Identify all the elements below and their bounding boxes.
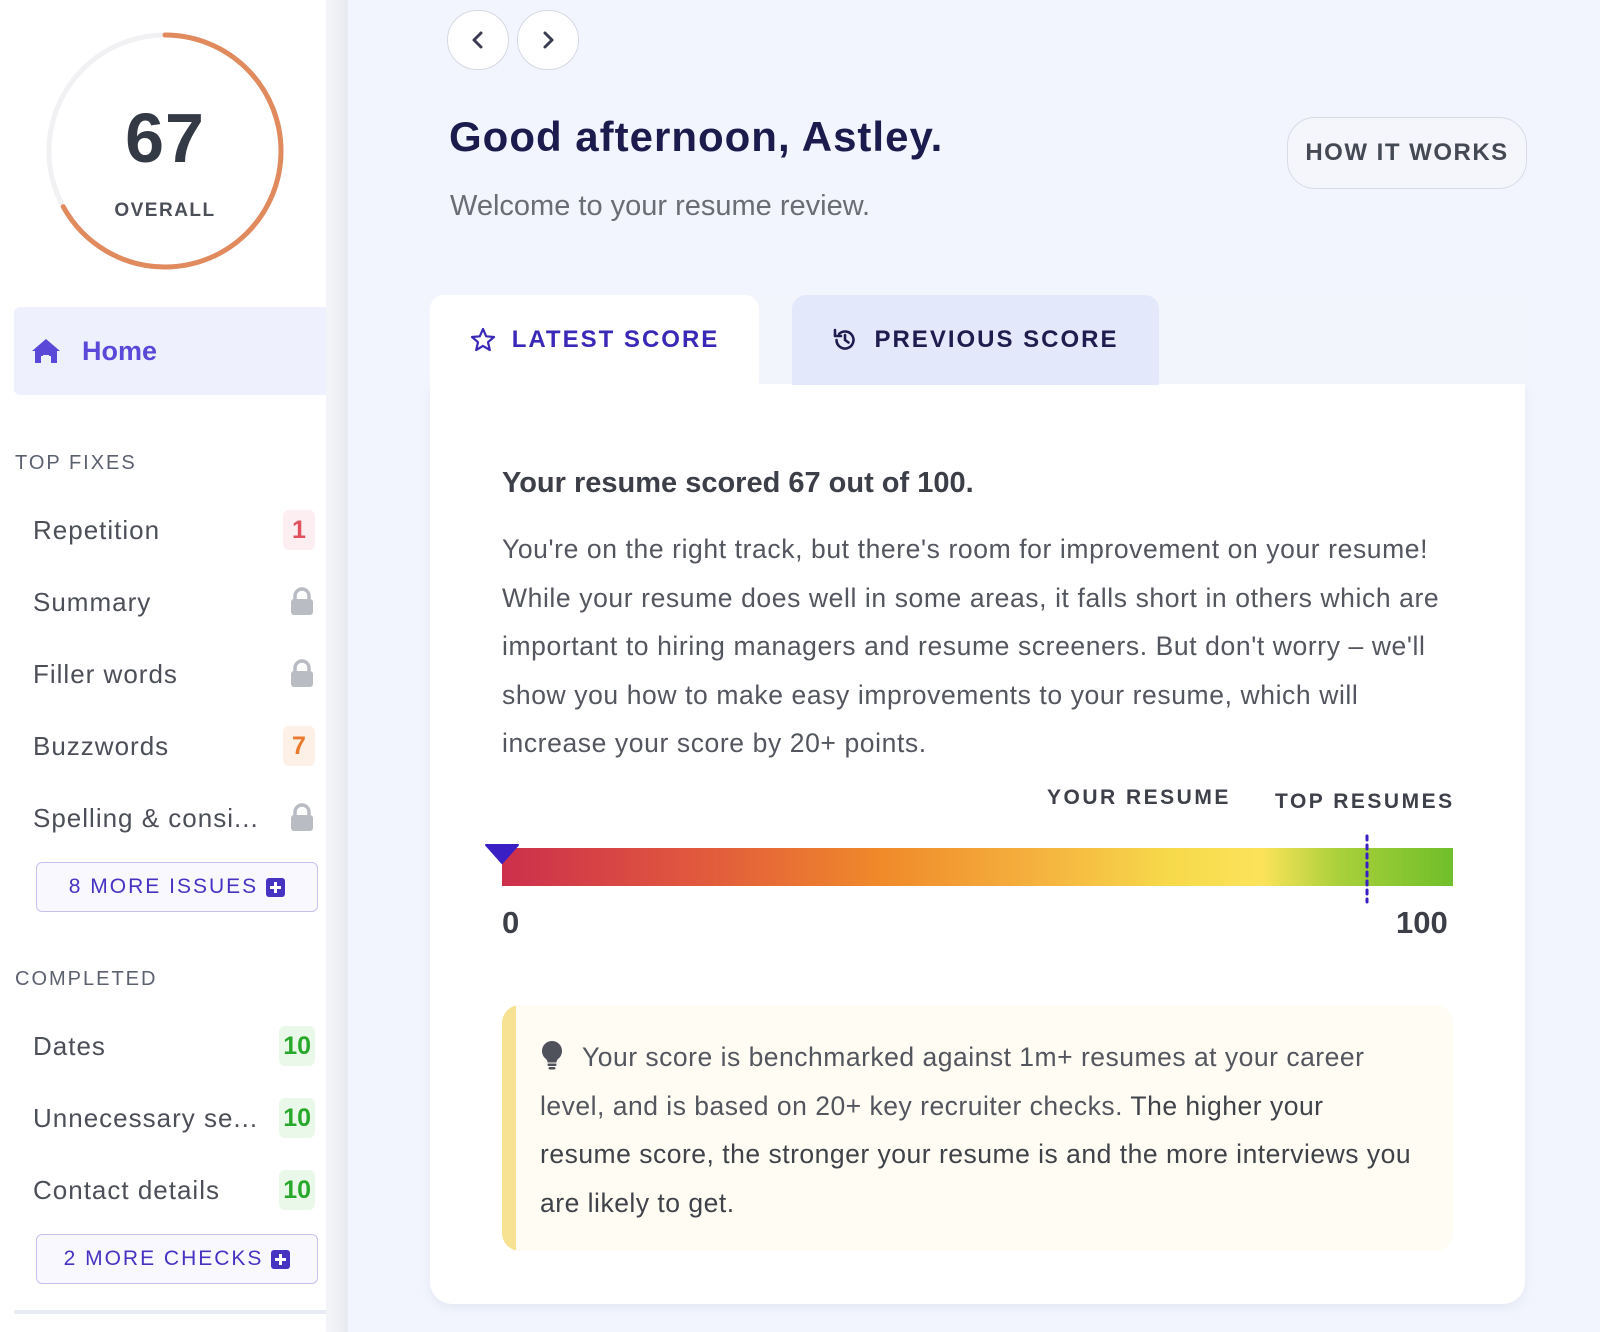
sidebar-item-unnecessary-sections[interactable]: Unnecessary se... 10 (33, 1093, 315, 1143)
sidebar-item-label: Repetition (33, 514, 161, 545)
plus-icon (271, 1249, 291, 1269)
plus-icon (266, 877, 286, 897)
completed-heading: COMPLETED (15, 968, 158, 990)
tab-previous-score[interactable]: PREVIOUS SCORE (792, 295, 1159, 385)
sidebar: 67 OVERALL Home TOP FIXES Repetition 1 S… (0, 0, 339, 1332)
check-score-badge: 10 (279, 1026, 315, 1066)
sidebar-item-dates[interactable]: Dates 10 (33, 1021, 315, 1071)
top-resumes-marker (1365, 834, 1369, 904)
sidebar-item-label: Dates (33, 1030, 106, 1061)
sidebar-item-home[interactable]: Home (14, 307, 339, 395)
tip-text-emphasis: The higher your resume score, the strong… (540, 1090, 1412, 1218)
your-resume-marker (485, 844, 519, 864)
overall-score-label: OVERALL (114, 200, 216, 221)
sidebar-item-label: Buzzwords (33, 730, 170, 761)
forward-button[interactable] (517, 10, 579, 70)
history-icon (834, 328, 856, 350)
tip-accent-stripe (502, 1005, 516, 1251)
sidebar-item-label: Summary (33, 586, 152, 617)
sidebar-item-buzzwords[interactable]: Buzzwords 7 (33, 721, 315, 771)
sidebar-item-summary[interactable]: Summary (33, 577, 315, 627)
star-icon (470, 327, 495, 352)
sidebar-divider (14, 1310, 334, 1314)
score-ring (46, 32, 284, 270)
sidebar-item-spelling[interactable]: Spelling & consi... (33, 793, 315, 843)
tab-previous-score-label: PREVIOUS SCORE (874, 326, 1119, 353)
sidebar-item-label: Spelling & consi... (33, 802, 259, 833)
sidebar-item-label: Filler words (33, 658, 178, 689)
sidebar-item-label: Unnecessary se... (33, 1102, 259, 1133)
score-description: You're on the right track, but there's r… (502, 534, 1440, 758)
tab-latest-score[interactable]: LATEST SCORE (430, 295, 759, 385)
lightbulb-icon (542, 1041, 562, 1070)
more-issues-button[interactable]: 8 MORE ISSUES (36, 862, 318, 912)
tip-text: Your score is benchmarked against 1m+ re… (540, 1033, 1420, 1227)
more-issues-label: 8 MORE ISSUES (68, 875, 259, 898)
back-button[interactable] (447, 10, 509, 70)
more-checks-label: 2 MORE CHECKS (63, 1247, 264, 1270)
score-heading: Your resume scored 67 out of 100. (502, 467, 974, 499)
page-subtitle: Welcome to your resume review. (450, 190, 871, 222)
top-resumes-label: TOP RESUMES (1275, 790, 1455, 813)
your-resume-label: YOUR RESUME (1047, 786, 1231, 809)
lock-icon (291, 803, 313, 831)
sidebar-item-contact-details[interactable]: Contact details 10 (33, 1165, 315, 1215)
check-score-badge: 10 (279, 1170, 315, 1210)
more-checks-button[interactable]: 2 MORE CHECKS (36, 1234, 318, 1284)
overall-score-value: 67 (125, 99, 205, 177)
benchmark-tip: Your score is benchmarked against 1m+ re… (502, 1005, 1453, 1251)
sidebar-scrollbar[interactable] (326, 0, 348, 1332)
home-icon (32, 339, 60, 363)
scale-min-label: 0 (502, 905, 520, 940)
tab-latest-score-label: LATEST SCORE (511, 326, 720, 353)
sidebar-item-label: Contact details (33, 1174, 220, 1205)
how-it-works-button[interactable]: HOW IT WORKS (1287, 117, 1527, 189)
chevron-left-icon (472, 31, 483, 49)
issue-count-badge: 7 (283, 726, 315, 766)
lock-icon (291, 587, 313, 615)
tip-text-plain: Your score is benchmarked against 1m+ re… (540, 1042, 1365, 1121)
top-fixes-heading: TOP FIXES (15, 452, 137, 474)
issue-count-badge: 1 (283, 510, 315, 550)
check-score-badge: 10 (279, 1098, 315, 1138)
score-scale-bar (502, 848, 1453, 886)
sidebar-item-filler-words[interactable]: Filler words (33, 649, 315, 699)
chevron-right-icon (543, 31, 554, 49)
page-title: Good afternoon, Astley. (449, 113, 944, 160)
lock-icon (291, 659, 313, 687)
sidebar-item-home-label: Home (82, 335, 158, 366)
scale-max-label: 100 (1396, 905, 1448, 940)
sidebar-item-repetition[interactable]: Repetition 1 (33, 505, 315, 555)
